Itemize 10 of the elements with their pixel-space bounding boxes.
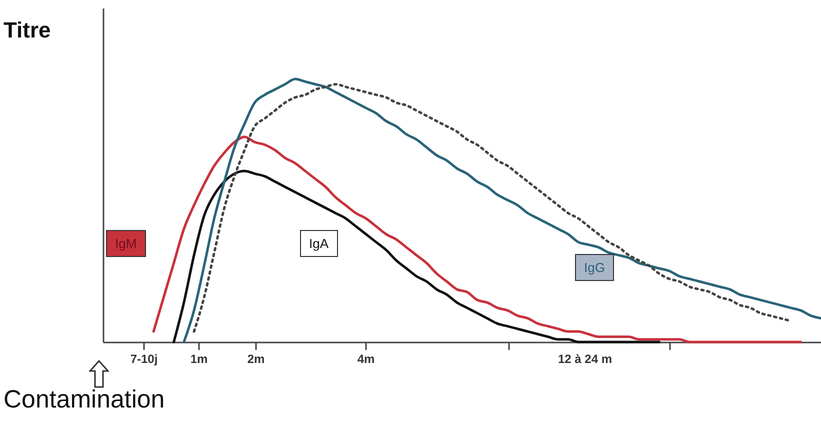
y-axis-title: Titre [4,18,51,42]
text: 7-10j [130,352,158,366]
text: 1m [190,352,208,366]
series-label: IgG [575,254,614,281]
text: IgM [106,230,146,257]
text: 12 à 24 m [558,352,612,366]
series-label: IgA [300,230,338,257]
text: 4m [357,352,375,366]
text: 2m [247,352,265,366]
x-axis-title: Contamination [4,386,165,414]
